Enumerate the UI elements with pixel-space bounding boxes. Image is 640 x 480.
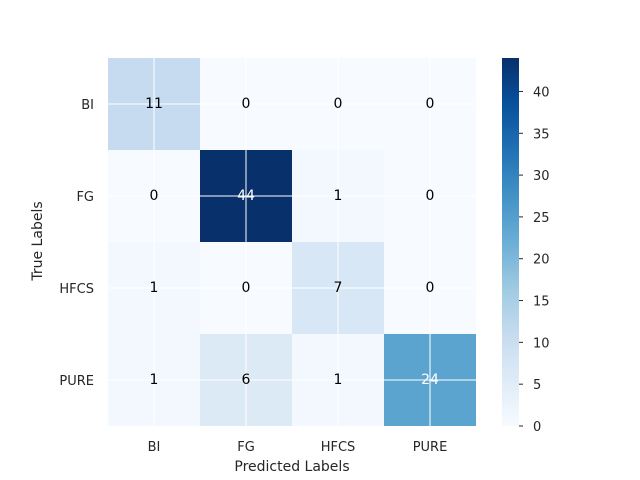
cell-value-label: 0 [426, 280, 435, 296]
x-axis-label: Predicted Labels [234, 459, 349, 475]
colorbar [502, 58, 519, 426]
heatmap-gridlines [108, 58, 476, 426]
colorbar-tick-label: 30 [533, 169, 550, 184]
cell-value-label: 7 [334, 280, 343, 296]
colorbar-tick-label: 20 [533, 253, 550, 268]
cell-value-label: 0 [242, 96, 251, 112]
cell-value-label: 1 [150, 280, 159, 296]
cell-value-label: 1 [334, 372, 343, 388]
x-tick-label: HFCS [321, 440, 356, 455]
y-tick-label: HFCS [59, 282, 94, 297]
x-tick-label: PURE [413, 440, 448, 455]
colorbar-tick-label: 25 [533, 211, 550, 226]
colorbar-tick-labels: 0 5 10 15 20 25 30 35 40 [519, 85, 550, 435]
colorbar-tick-label: 40 [533, 85, 550, 100]
y-tick-labels: BI FG HFCS PURE [59, 98, 94, 389]
cell-value-label: 24 [421, 372, 439, 388]
cell-value-label: 1 [150, 372, 159, 388]
y-axis-label: True Labels [30, 201, 46, 281]
x-tick-labels: BI FG HFCS PURE [148, 440, 448, 455]
colorbar-tick-label: 15 [533, 295, 550, 310]
y-tick-label: PURE [59, 374, 94, 389]
cell-value-label: 0 [426, 96, 435, 112]
cell-value-label: 0 [242, 280, 251, 296]
cell-value-label: 1 [334, 188, 343, 204]
cell-value-label: 11 [145, 96, 163, 112]
colorbar-tick-label: 0 [533, 420, 541, 435]
y-tick-label: FG [76, 190, 94, 205]
cell-value-label: 6 [242, 372, 251, 388]
cell-value-labels: 11 0 0 0 0 44 1 0 1 0 7 0 1 6 1 24 [145, 96, 439, 388]
colorbar-tick-label: 35 [533, 127, 550, 142]
heatmap-cells [108, 58, 476, 426]
colorbar-tick-label: 10 [533, 336, 550, 351]
cell-value-label: 0 [150, 188, 159, 204]
x-tick-label: BI [148, 440, 161, 455]
y-tick-label: BI [81, 98, 94, 113]
cell-value-label: 44 [237, 188, 255, 204]
x-tick-label: FG [237, 440, 255, 455]
colorbar-tick-label: 5 [533, 378, 541, 393]
cell-value-label: 0 [426, 188, 435, 204]
cell-value-label: 0 [334, 96, 343, 112]
